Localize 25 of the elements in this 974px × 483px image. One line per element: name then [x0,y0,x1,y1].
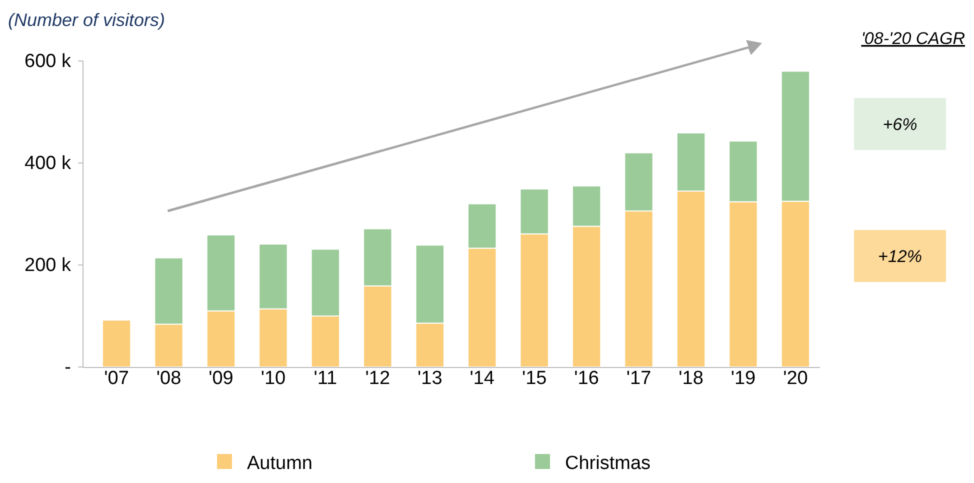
text: +12% [878,247,922,266]
x-tick-label: '09 [208,368,234,389]
y-tick-label: 600 k [24,51,72,72]
x-tick-label: '08 [156,368,182,389]
bar [102,320,132,368]
x-tick-label: '15 [522,368,547,389]
legend-label: Autumn [247,453,312,474]
y-tick-label: 200 k [24,255,72,276]
x-tick-label: '11 [314,368,338,389]
x-tick-label: '07 [104,368,129,389]
text: '08-'20 CAGR [861,29,965,48]
x-tick-label: '18 [678,368,704,389]
x-tick-label: '13 [418,368,442,389]
x-tick-label: '17 [626,368,652,389]
legend-label: Christmas [565,453,651,474]
y-tick-label: 400 k [24,153,72,174]
x-tick-label: '19 [730,368,756,389]
x-tick-label: '14 [470,368,495,389]
x-tick-label: '10 [260,368,286,389]
x-tick-label: '12 [365,368,390,389]
y-tick-label: - [64,357,71,378]
x-tick-label: '20 [783,368,808,389]
text: +6% [882,115,918,134]
y-axis-title: (Number of visitors) [8,10,166,30]
x-tick-label: '16 [574,368,599,389]
